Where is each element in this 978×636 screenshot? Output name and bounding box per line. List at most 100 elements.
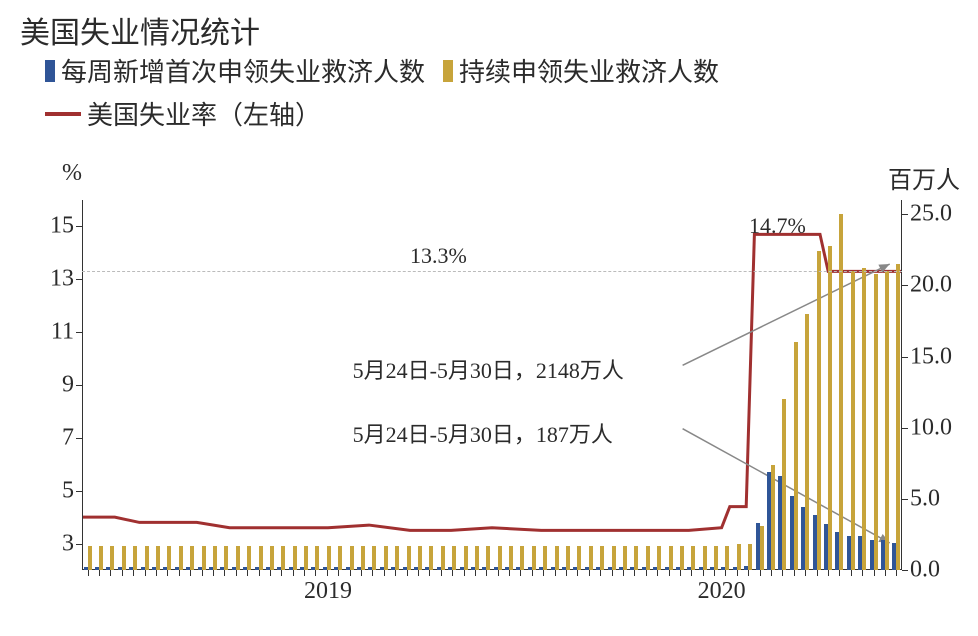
tick-mark (817, 570, 818, 576)
bar-continued-claims (600, 546, 604, 570)
tick-mark (293, 570, 294, 576)
bar-initial-claims (391, 567, 395, 570)
bar-initial-claims (380, 567, 384, 570)
bar-continued-claims (350, 546, 354, 570)
bar-continued-claims (259, 546, 263, 570)
bar-initial-claims (471, 567, 475, 570)
tick-mark (167, 570, 168, 576)
bar-continued-claims (874, 274, 878, 570)
bar-continued-claims (646, 546, 650, 570)
bar-initial-claims (448, 567, 452, 570)
y-tick-left: 5 (34, 477, 74, 504)
bar-continued-claims (509, 546, 513, 570)
bar-continued-claims (202, 546, 206, 570)
bar-initial-claims (801, 507, 805, 570)
y-tick-right: 5.0 (910, 485, 970, 512)
bar-continued-claims (885, 271, 889, 570)
bar-continued-claims (805, 314, 809, 570)
bar-initial-claims (289, 567, 293, 570)
bar-initial-claims (767, 472, 771, 570)
tick-mark (259, 570, 260, 576)
tick-mark (76, 438, 82, 439)
tick-mark (623, 570, 624, 576)
tick-mark (247, 570, 248, 576)
tick-mark (760, 570, 761, 576)
bar-initial-claims (255, 567, 259, 570)
tick-mark (213, 570, 214, 576)
tick-mark (315, 570, 316, 576)
tick-mark (452, 570, 453, 576)
bar-continued-claims (372, 546, 376, 570)
bar-continued-claims (190, 546, 194, 570)
bar-continued-claims (498, 546, 502, 570)
bar-continued-claims (862, 268, 866, 570)
tick-mark (902, 285, 908, 286)
reference-line (82, 271, 902, 272)
tick-mark (281, 570, 282, 576)
bar-continued-claims (896, 264, 900, 570)
bar-initial-claims (175, 567, 179, 570)
y-tick-right: 0.0 (910, 557, 970, 584)
tick-mark (902, 357, 908, 358)
bar-initial-claims (676, 567, 680, 570)
bar-continued-claims (122, 546, 126, 570)
tick-mark (76, 385, 82, 386)
x-tick-label: 2020 (698, 578, 746, 605)
tick-mark (634, 570, 635, 576)
bar-initial-claims (630, 567, 634, 570)
bar-continued-claims (133, 546, 137, 570)
bar-initial-claims (562, 567, 566, 570)
bar-continued-claims (714, 546, 718, 570)
right-axis-label: 百万人 (888, 160, 960, 195)
tick-mark (486, 570, 487, 576)
tick-mark (669, 570, 670, 576)
tick-mark (133, 570, 134, 576)
tick-mark (110, 570, 111, 576)
bar-continued-claims (634, 546, 638, 570)
bar-initial-claims (539, 567, 543, 570)
bar-continued-claims (794, 342, 798, 570)
tick-mark (828, 570, 829, 576)
tick-mark (270, 570, 271, 576)
tick-mark (589, 570, 590, 576)
bar-initial-claims (460, 567, 464, 570)
bar-continued-claims (145, 546, 149, 570)
tick-mark (691, 570, 692, 576)
bar-initial-claims (300, 567, 304, 570)
tick-mark (99, 570, 100, 576)
bar-continued-claims (270, 546, 274, 570)
bar-initial-claims (778, 476, 782, 570)
tick-mark (76, 332, 82, 333)
y-tick-left: 3 (34, 530, 74, 557)
legend: 每周新增首次申领失业救济人数 持续申领失业救济人数 美国失业率（左轴） (45, 52, 719, 138)
bar-continued-claims (110, 546, 114, 570)
x-tick-label: 2019 (304, 578, 352, 605)
tick-mark (703, 570, 704, 576)
bar-initial-claims (437, 567, 441, 570)
y-tick-right: 15.0 (910, 343, 970, 370)
tick-mark (122, 570, 123, 576)
bar-initial-claims (403, 567, 407, 570)
bar-continued-claims (156, 546, 160, 570)
tick-mark (76, 544, 82, 545)
tick-mark (372, 570, 373, 576)
bar-initial-claims (835, 532, 839, 570)
bar-initial-claims (129, 567, 133, 570)
tick-mark (771, 570, 772, 576)
tick-mark (885, 570, 886, 576)
legend-item-series-c: 美国失业率（左轴） (45, 95, 719, 132)
bar-initial-claims (721, 567, 725, 570)
bar-continued-claims (839, 214, 843, 570)
bar-continued-claims (782, 399, 786, 570)
tick-mark (509, 570, 510, 576)
bar-continued-claims (293, 546, 297, 570)
tick-mark (202, 570, 203, 576)
tick-mark (190, 570, 191, 576)
bar-initial-claims (323, 567, 327, 570)
bar-continued-claims (247, 546, 251, 570)
bar-continued-claims (99, 546, 103, 570)
bar-initial-claims (733, 567, 737, 570)
tick-mark (896, 570, 897, 576)
bar-initial-claims (198, 567, 202, 570)
bar-initial-claims (824, 524, 828, 570)
